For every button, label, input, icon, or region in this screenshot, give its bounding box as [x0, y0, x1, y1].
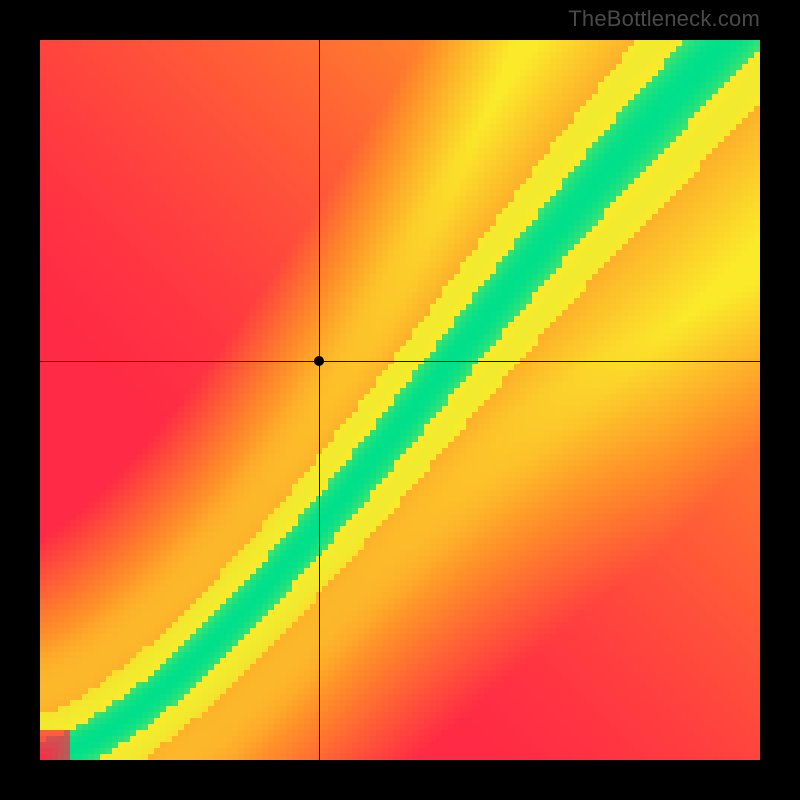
crosshair-horizontal: [40, 361, 760, 362]
crosshair-vertical: [319, 40, 320, 760]
heatmap-plot: [40, 40, 760, 760]
watermark-text: TheBottleneck.com: [568, 6, 760, 32]
marker-dot: [314, 356, 324, 366]
heatmap-canvas: [40, 40, 760, 760]
